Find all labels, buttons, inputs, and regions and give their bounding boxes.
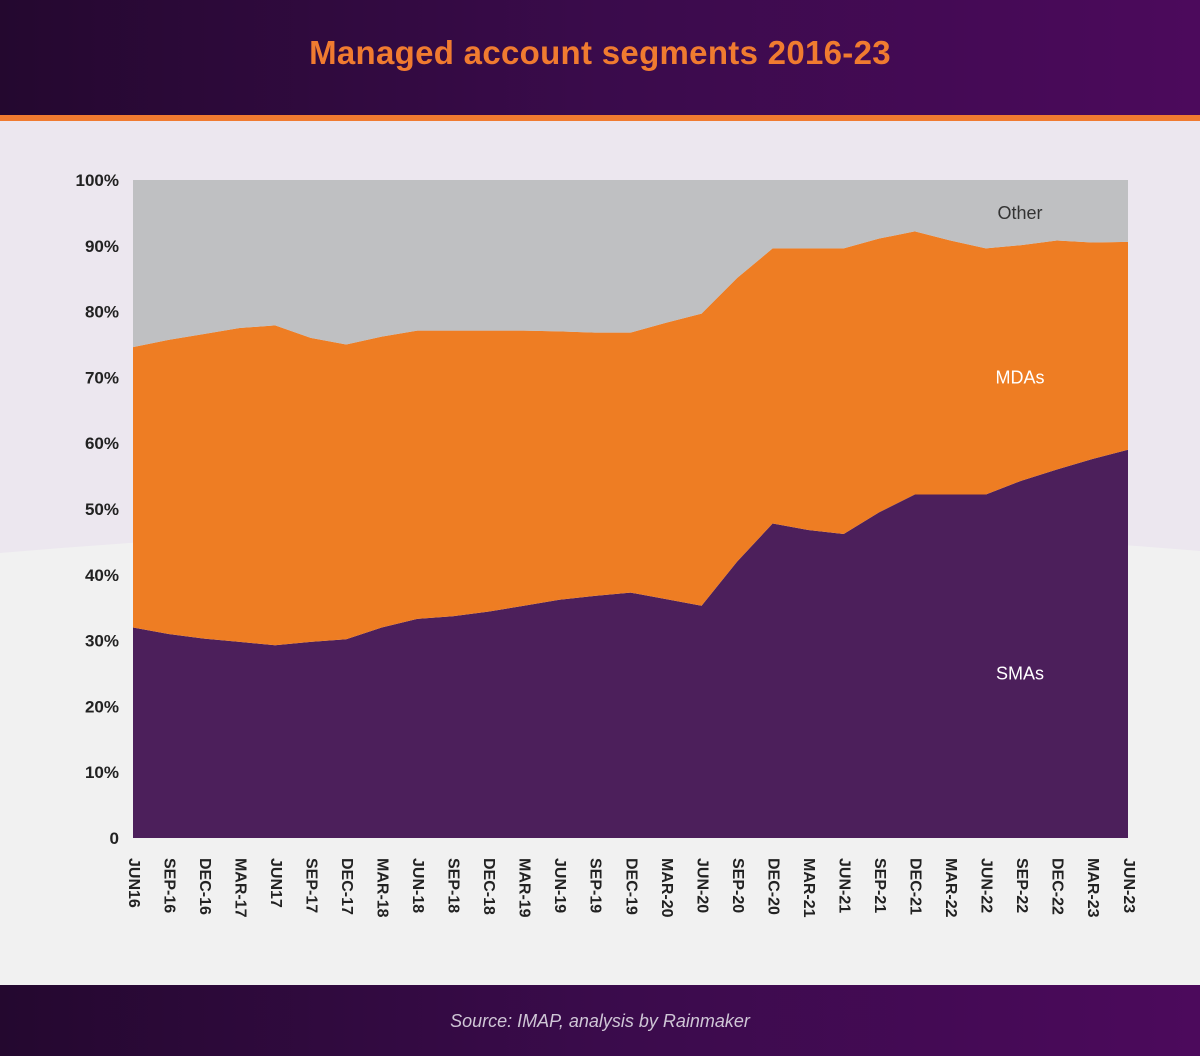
x-axis: JUN16 SEP-16 DEC-16 MAR-17 JUN17 SEP-17 DEC-17… <box>125 858 1137 918</box>
y-tick-label: 50% <box>85 500 119 519</box>
x-tick-label: SEP-22 <box>1013 858 1030 913</box>
x-tick-label: MAR-17 <box>231 858 248 918</box>
x-tick-label: MAR-19 <box>516 858 533 918</box>
x-tick-label: DEC-17 <box>338 858 355 915</box>
x-tick-label: JUN-23 <box>1120 858 1137 913</box>
header-accent-line <box>0 115 1200 121</box>
x-tick-label: SEP-16 <box>160 858 177 913</box>
area-chart: 0 10% 20% 30% 40% 50% 60% 70% 80% 90% 100% JUN16 SE… <box>76 171 1137 918</box>
x-tick-label: SEP-21 <box>871 858 888 913</box>
x-tick-label: MAR-20 <box>658 858 675 918</box>
x-tick-label: DEC-20 <box>764 858 781 915</box>
x-tick-label: DEC-22 <box>1049 858 1066 915</box>
chart-areas <box>133 180 1128 838</box>
y-tick-label: 30% <box>85 632 119 651</box>
x-tick-label: SEP-20 <box>729 858 746 913</box>
x-tick-label: MAR-21 <box>800 858 817 918</box>
area-smas <box>133 449 1128 838</box>
y-tick-label: 70% <box>85 368 119 387</box>
x-tick-label: SEP-18 <box>445 858 462 913</box>
footer-bar <box>0 985 1200 1056</box>
x-tick-label: DEC-16 <box>196 858 213 915</box>
x-tick-label: JUN-19 <box>551 858 568 913</box>
y-tick-label: 60% <box>85 434 119 453</box>
y-tick-label: 0 <box>110 829 119 848</box>
y-tick-label: 100% <box>76 171 119 190</box>
x-tick-label: JUN-21 <box>835 858 852 913</box>
y-tick-label: 40% <box>85 566 119 585</box>
x-tick-label: DEC-18 <box>480 858 497 915</box>
x-tick-label: DEC-21 <box>907 858 924 915</box>
x-tick-label: MAR-23 <box>1084 858 1101 918</box>
series-label-smas: SMAs <box>996 664 1044 684</box>
source-note: Source: IMAP, analysis by Rainmaker <box>450 1011 750 1031</box>
x-tick-label: JUN17 <box>267 858 284 908</box>
series-label-mdas: MDAs <box>996 367 1045 387</box>
y-tick-label: 10% <box>85 763 119 782</box>
x-tick-label: SEP-19 <box>587 858 604 913</box>
x-tick-label: JUN-20 <box>693 858 710 913</box>
chart-title: Managed account segments 2016-23 <box>309 34 891 71</box>
x-tick-label: MAR-22 <box>942 858 959 918</box>
x-tick-label: DEC-19 <box>622 858 639 915</box>
series-label-other: Other <box>997 203 1042 223</box>
x-tick-label: JUN16 <box>125 858 142 908</box>
series-labels: SMAs MDAs Other <box>996 203 1045 684</box>
area-other <box>133 180 1128 348</box>
area-mdas <box>133 231 1128 646</box>
y-tick-label: 90% <box>85 237 119 256</box>
x-tick-label: JUN-18 <box>409 858 426 913</box>
y-tick-label: 80% <box>85 303 119 322</box>
x-tick-label: SEP-17 <box>302 858 319 913</box>
header-bar <box>0 0 1200 115</box>
y-tick-label: 20% <box>85 697 119 716</box>
x-tick-label: MAR-18 <box>374 858 391 918</box>
y-axis: 0 10% 20% 30% 40% 50% 60% 70% 80% 90% 100% <box>76 171 119 848</box>
x-tick-label: JUN-22 <box>978 858 995 913</box>
